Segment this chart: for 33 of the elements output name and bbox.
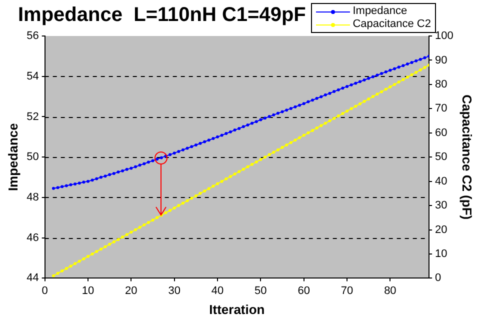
x-tick-label: 60 [298, 284, 310, 297]
y2-tick-label: 40 [435, 175, 448, 188]
x-tick-label: 80 [384, 284, 396, 297]
y-tick-label: 48 [26, 192, 39, 204]
y2-tick-label: 50 [435, 151, 448, 164]
x-tick-label: 70 [340, 284, 354, 297]
y2-axis-title: Capacitance C2 (pF) [460, 94, 475, 220]
x-tick-label: 50 [254, 284, 267, 297]
x-tick-label: 40 [211, 284, 224, 297]
y2-tick-label: 20 [435, 224, 448, 236]
legend-label: Capacitance C2 [352, 18, 431, 31]
y-tick-label: 50 [26, 151, 39, 164]
y-tick-label: 56 [26, 30, 39, 42]
y2-tick-label: 100 [435, 30, 454, 42]
x-axis-title: Itteration [209, 302, 265, 317]
y-tick-label: 44 [26, 272, 39, 284]
x-tick-label: 0 [42, 284, 48, 297]
y-axis-title: Impedance [5, 123, 20, 192]
y2-tick-label: 0 [435, 272, 442, 284]
y2-tick-label: 10 [435, 248, 448, 260]
y2-tick-label: 70 [435, 102, 448, 115]
legend-label: Impedance [352, 5, 408, 18]
y-tick-label: 46 [26, 232, 39, 244]
y2-tick-label: 90 [435, 54, 448, 66]
y-tick-label: 52 [26, 110, 39, 123]
y2-tick-label: 80 [435, 78, 448, 90]
x-tick-label: 20 [125, 284, 138, 297]
chart-title: Impedance L=110nH C1=49pF [18, 4, 306, 27]
y2-tick-label: 30 [435, 200, 448, 212]
x-tick-label: 10 [82, 284, 94, 297]
y-tick-label: 54 [26, 70, 39, 82]
x-tick-label: 30 [168, 284, 180, 297]
y2-tick-label: 60 [435, 126, 448, 139]
